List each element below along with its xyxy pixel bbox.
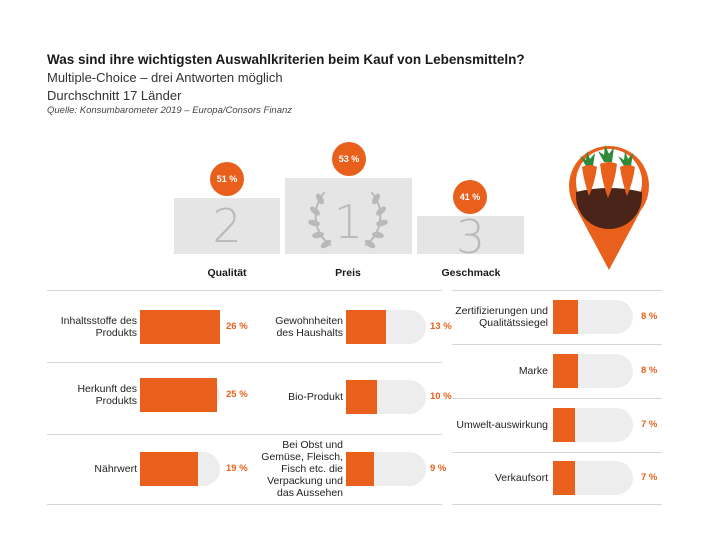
chart-subtitle: Multiple-Choice – drei Antworten möglich — [47, 70, 283, 85]
podium-step-2 — [174, 198, 280, 254]
chart-subtitle-2: Durchschnitt 17 Länder — [47, 88, 182, 103]
podium-label-2: Qualität — [207, 267, 247, 279]
bar — [346, 310, 386, 344]
row-separator — [47, 504, 267, 505]
bar-label: Umwelt-auswirkung — [456, 419, 548, 431]
chart-source: Quelle: Konsumbarometer 2019 – Europa/Co… — [47, 105, 293, 116]
row-separator — [452, 504, 662, 505]
bar — [346, 380, 377, 414]
bar-label: Bio-Produkt — [288, 391, 343, 403]
podium-rank-1: 1 — [333, 195, 364, 249]
podium-step-1 — [285, 178, 412, 254]
podium-label-3: Geschmack — [441, 267, 501, 279]
row-separator — [452, 344, 662, 345]
carrot-location-pin-icon — [569, 145, 649, 270]
bar — [140, 452, 198, 486]
bar-value-label: 10 % — [430, 391, 452, 402]
column-top-separator — [452, 290, 662, 291]
podium-rank-3: 3 — [455, 210, 486, 264]
bar-label: Nährwert — [94, 463, 137, 475]
column-top-separator — [47, 290, 267, 291]
bar — [346, 452, 374, 486]
bar-label: Verkaufsort — [494, 472, 548, 484]
row-separator — [452, 398, 662, 399]
bar — [553, 461, 575, 495]
bar-label: Bei Obst und Gemüse, Fleisch, Fisch etc.… — [261, 439, 343, 499]
bar — [553, 300, 578, 334]
bar — [553, 408, 575, 442]
row-separator — [262, 434, 442, 435]
laurel-wreath-icon — [308, 192, 388, 249]
column-top-separator — [262, 290, 442, 291]
bar-value-label: 7 % — [641, 419, 658, 430]
row-separator — [47, 434, 267, 435]
bar-label: Inhaltsstoffe des Produkts — [60, 315, 137, 339]
row-separator — [47, 362, 267, 363]
bar-value-label: 8 % — [641, 365, 658, 376]
bar-value-label: 25 % — [226, 389, 248, 400]
bar-value-label: 8 % — [641, 311, 658, 322]
bar-value-label: 7 % — [641, 472, 658, 483]
bar — [553, 354, 578, 388]
row-separator — [262, 362, 442, 363]
row-separator — [262, 504, 442, 505]
podium-rank-2: 2 — [212, 199, 242, 253]
bar — [140, 378, 217, 412]
bar-value-label: 19 % — [226, 463, 248, 474]
bar-label: Gewohnheiten des Haushalts — [275, 315, 343, 339]
bar-label: Marke — [518, 365, 548, 377]
bar-value-label: 9 % — [430, 463, 447, 474]
podium-value-1: 53 % — [332, 142, 366, 176]
bar — [140, 310, 220, 344]
bar-label: Zertifizierungen und Qualitätssiegel — [455, 305, 548, 329]
chart-title: Was sind ihre wichtigsten Auswahlkriteri… — [47, 52, 525, 67]
bar-label: Herkunft des Produkts — [77, 383, 137, 407]
row-separator — [452, 452, 662, 453]
podium-step-3 — [417, 216, 524, 254]
bar-value-label: 26 % — [226, 321, 248, 332]
podium-value-2: 51 % — [210, 162, 244, 196]
podium-label-1: Preis — [335, 267, 361, 279]
podium-value-3: 41 % — [453, 180, 487, 214]
bar-value-label: 13 % — [430, 321, 452, 332]
